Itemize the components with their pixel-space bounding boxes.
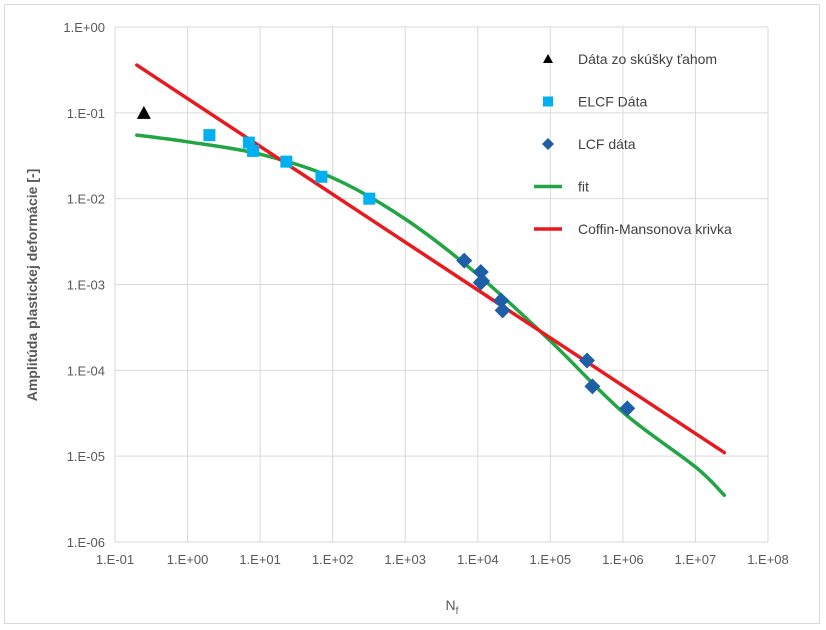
series-markers xyxy=(136,105,636,417)
data-point xyxy=(493,292,510,309)
y-tick-label: 1.E-06 xyxy=(67,535,105,550)
x-tick-label: 1.E+03 xyxy=(384,552,426,567)
grid xyxy=(114,26,769,543)
y-tick-label: 1.E-04 xyxy=(67,363,105,378)
series-line-fit xyxy=(135,133,727,498)
x-tick-label: 1.E+06 xyxy=(602,552,644,567)
y-tick-label: 1.E-02 xyxy=(67,192,105,207)
data-point xyxy=(363,192,376,205)
x-tick-label: 1.E+08 xyxy=(747,552,789,567)
legend-swatch xyxy=(543,54,553,63)
y-tick-label: 1.E-03 xyxy=(67,278,105,293)
data-point xyxy=(280,155,293,168)
data-point xyxy=(456,252,473,269)
y-axis-label: Amplitúda plastickej deformácie [-] xyxy=(24,169,40,402)
y-tick-label: 1.E-05 xyxy=(67,449,105,464)
data-point xyxy=(203,129,216,142)
x-tick-label: 1.E-01 xyxy=(96,552,134,567)
series-line-coffin-mansonova-krivka xyxy=(135,63,727,455)
data-point xyxy=(315,170,328,183)
y-tick-label: 1.E+00 xyxy=(63,20,105,35)
chart-frame xyxy=(4,4,820,624)
legend-swatch xyxy=(543,96,553,107)
x-tick-label: 1.E+01 xyxy=(239,552,281,567)
data-point xyxy=(578,352,595,369)
x-axis-label: Nf xyxy=(446,597,459,617)
y-tick-labels: 1.E+00 1.E-01 1.E-02 1.E-03 1.E-04 1.E-05 1.E-… xyxy=(63,20,105,550)
legend-label: ELCF Dáta xyxy=(578,94,647,110)
x-tick-label: 1.E+00 xyxy=(167,552,209,567)
legend-label: Dáta zo skúšky ťahom xyxy=(578,51,717,67)
y-tick-label: 1.E-01 xyxy=(67,106,105,121)
x-tick-label: 1.E+02 xyxy=(312,552,354,567)
x-tick-label: 1.E+05 xyxy=(530,552,572,567)
data-point xyxy=(136,105,151,119)
legend-label: fit xyxy=(578,179,589,195)
legend-label: Coffin-Mansonova krivka xyxy=(578,221,732,237)
x-tick-labels: 1.E-01 1.E+00 1.E+01 1.E+02 1.E+03 1.E+04 1.E+… xyxy=(96,552,789,567)
data-point xyxy=(584,378,601,395)
legend-swatch xyxy=(542,138,554,150)
data-point xyxy=(619,400,636,417)
series-lines xyxy=(135,63,727,498)
legend: Dáta zo skúšky ťahom ELCF Dáta LCF dáta fit… xyxy=(534,51,732,237)
x-tick-label: 1.E+07 xyxy=(675,552,717,567)
data-point xyxy=(247,144,260,157)
x-tick-label: 1.E+04 xyxy=(457,552,499,567)
data-point xyxy=(472,274,489,291)
legend-label: LCF dáta xyxy=(578,136,636,152)
data-point xyxy=(494,302,511,319)
